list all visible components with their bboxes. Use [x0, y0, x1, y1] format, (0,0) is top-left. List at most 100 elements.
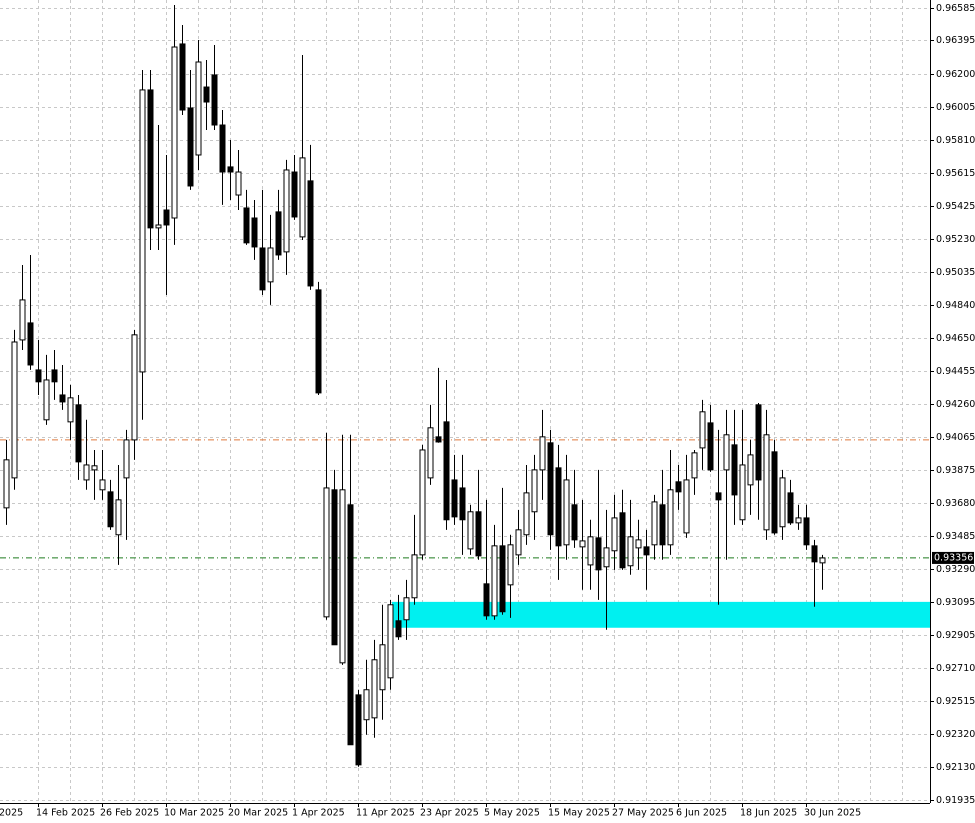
- candle-body: [507, 544, 514, 586]
- candle-body: [747, 454, 754, 486]
- candle-body: [11, 341, 18, 479]
- candle-body: [571, 504, 578, 541]
- candle-body: [211, 74, 218, 126]
- candle-body: [403, 597, 410, 621]
- candle-body: [499, 545, 506, 613]
- candle-body: [787, 492, 794, 524]
- candle-body: [459, 487, 466, 521]
- candle-body: [691, 452, 698, 479]
- x-tick-label: 11 Apr 2025: [356, 808, 415, 819]
- candle-body: [163, 209, 170, 226]
- x-tick-label: 26 Feb 2025: [100, 808, 159, 819]
- y-tick-label: 0.92515: [936, 696, 975, 707]
- x-tick-label: 18 Jun 2025: [740, 808, 797, 819]
- candle-body: [411, 554, 418, 599]
- y-tick-label: 0.93875: [936, 465, 975, 476]
- y-tick-label: 0.93095: [936, 597, 975, 608]
- candle-body: [587, 536, 594, 566]
- candle-body: [243, 207, 250, 244]
- candle-body: [667, 489, 674, 546]
- candle-body: [531, 469, 538, 513]
- candle-body: [451, 479, 458, 518]
- candle-body: [27, 322, 34, 366]
- y-tick-label: 0.94065: [936, 432, 975, 443]
- y-tick-label: 0.95425: [936, 201, 975, 212]
- candle-body: [443, 421, 450, 521]
- candle-body: [355, 694, 362, 766]
- candle-body: [603, 547, 610, 568]
- candle-body: [203, 86, 210, 103]
- candle-body: [323, 487, 330, 618]
- y-tick-label: 0.95035: [936, 267, 975, 278]
- candle-body: [643, 546, 650, 556]
- y-tick-label: 0.94455: [936, 366, 975, 377]
- candle-body: [267, 247, 274, 283]
- candle-body: [435, 436, 442, 443]
- x-tick-label: 10 Mar 2025: [164, 808, 224, 819]
- y-tick-label: 0.92905: [936, 630, 975, 641]
- candle-body: [291, 171, 298, 218]
- x-tick-label: 27 May 2025: [612, 808, 674, 819]
- candle-body: [731, 444, 738, 496]
- overlays: [0, 439, 930, 628]
- candle-body: [139, 89, 146, 373]
- candle-body: [579, 540, 586, 548]
- candle-body: [219, 124, 226, 173]
- candle-body: [115, 499, 122, 536]
- candle-body: [123, 439, 130, 479]
- candle-body: [811, 545, 818, 563]
- candle-body: [91, 465, 98, 471]
- candle-body: [611, 517, 618, 552]
- candle-body: [563, 479, 570, 546]
- candle-body: [307, 180, 314, 287]
- candle-body: [379, 644, 386, 691]
- candle-body: [171, 46, 178, 219]
- candle-body: [795, 517, 802, 524]
- y-tick-label: 0.96005: [936, 102, 975, 113]
- candle-body: [3, 459, 10, 509]
- candle-body: [475, 511, 482, 557]
- candle-body: [419, 449, 426, 556]
- candle-body: [627, 536, 634, 567]
- candle-body: [771, 451, 778, 534]
- candle-body: [339, 489, 346, 664]
- current-price-label: 0.93356: [934, 552, 973, 563]
- candle-body: [363, 689, 370, 721]
- axes: 0.96585 0.96395 0.96200 0.96005 0.95810 0.956…: [0, 3, 975, 819]
- candle-body: [387, 604, 394, 679]
- candle-body: [651, 501, 658, 546]
- candle-body: [715, 492, 722, 501]
- candle-body: [59, 394, 66, 403]
- candle-body: [155, 224, 162, 229]
- candle-body: [555, 467, 562, 547]
- candle-body: [19, 299, 26, 341]
- x-tick-label: 30 Jun 2025: [804, 808, 861, 819]
- candle-body: [395, 620, 402, 638]
- candle-body: [179, 43, 186, 111]
- candle-body: [107, 491, 114, 528]
- candle-body: [523, 492, 530, 536]
- y-tick-label: 0.93485: [936, 531, 975, 542]
- candle-body: [35, 369, 42, 383]
- candle-body: [675, 481, 682, 493]
- candle-body: [75, 404, 82, 463]
- y-tick-label: 0.92710: [936, 663, 975, 674]
- candle-body: [227, 166, 234, 173]
- candle-body: [347, 504, 354, 746]
- candle-body: [235, 171, 242, 196]
- candle-body: [539, 436, 546, 471]
- candle-body: [275, 211, 282, 256]
- y-tick-label: 0.95810: [936, 135, 975, 146]
- candle-body: [427, 427, 434, 479]
- candle-body: [755, 404, 762, 481]
- candle-body: [707, 422, 714, 471]
- candle-body: [619, 512, 626, 569]
- x-tick-label: 20 Mar 2025: [228, 808, 288, 819]
- y-tick-label: 0.92320: [936, 729, 975, 740]
- candle-body: [147, 89, 154, 229]
- y-tick-label: 0.95615: [936, 168, 975, 179]
- y-tick-label: 0.96395: [936, 35, 975, 46]
- candle-body: [43, 379, 50, 421]
- candle-body: [251, 217, 258, 248]
